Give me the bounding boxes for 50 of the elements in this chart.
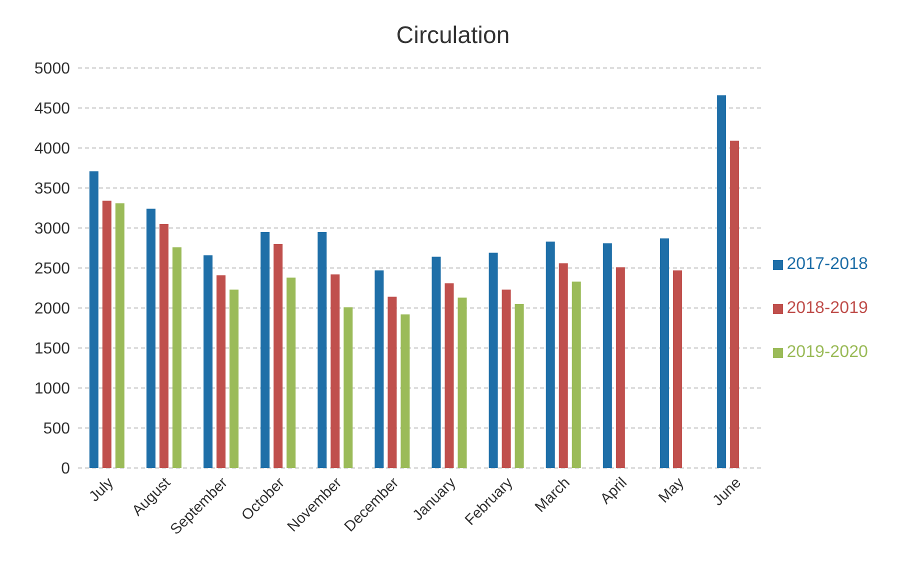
bar [274,244,283,468]
y-tick-label: 1000 [34,380,70,398]
bar [286,278,296,468]
bar [602,243,612,468]
bar [432,256,441,468]
bar [488,252,498,468]
bar [146,208,156,468]
bar [514,304,524,468]
bar [458,298,467,468]
bar [374,270,384,468]
y-tick-label: 500 [43,420,70,438]
y-tick-label: 3500 [34,180,70,198]
legend-label: 2019-2020 [786,342,868,361]
x-tick-label: July [86,474,118,506]
bar [159,224,168,468]
bar [558,263,568,468]
legend-label: 2018-2019 [786,298,868,317]
bar [89,171,98,468]
bar [172,247,182,468]
bar [546,242,555,468]
bar [204,255,213,468]
y-tick-label: 1500 [34,340,70,358]
bar [115,203,124,468]
bar [388,296,397,468]
bar [102,200,112,468]
bar [318,232,327,468]
y-tick-label: 4000 [34,140,70,158]
chart-title: Circulation [395,21,511,51]
bar [672,270,682,468]
bar [216,275,226,468]
y-tick-label: 0 [61,460,70,478]
y-tick-label: 4500 [34,100,70,118]
bar [330,274,340,468]
bar [572,282,581,468]
y-tick-label: 2500 [34,260,70,278]
bar [260,232,270,468]
bar [717,95,726,468]
y-tick-label: 5000 [34,60,70,78]
bar [344,307,353,468]
bar [660,238,669,468]
bar [444,283,454,468]
bar [230,290,239,468]
x-tick-label: May [655,474,688,506]
legend-label: 2017-2018 [786,254,868,273]
bar [616,267,625,468]
bar [400,314,410,468]
y-tick-label: 3000 [34,220,70,238]
bar [730,140,740,468]
bar [502,290,511,468]
y-tick-label: 2000 [34,300,70,318]
